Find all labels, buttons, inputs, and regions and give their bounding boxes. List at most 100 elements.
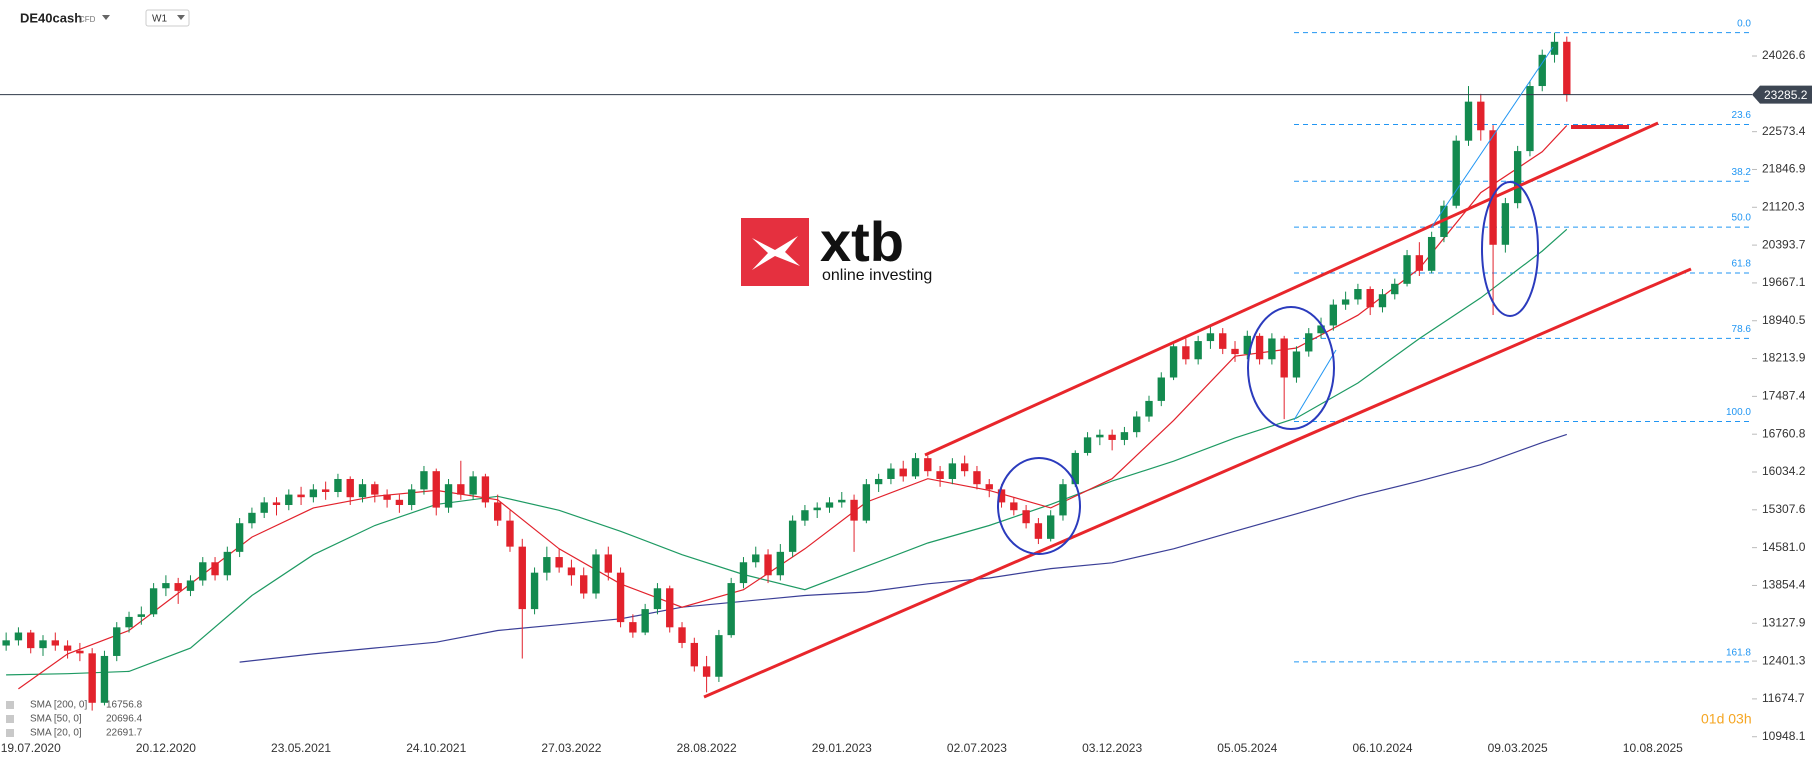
candle-body bbox=[1415, 255, 1424, 271]
candle-body bbox=[752, 554, 760, 563]
candle-body bbox=[272, 502, 281, 506]
candle-body bbox=[481, 476, 490, 503]
x-tick-label: 19.07.2020 bbox=[1, 741, 61, 755]
x-tick-label: 28.08.2022 bbox=[677, 741, 737, 755]
candle-body bbox=[1305, 333, 1313, 352]
x-tick-label: 09.03.2025 bbox=[1488, 741, 1548, 755]
candle-body bbox=[469, 476, 477, 495]
candle-body bbox=[1464, 101, 1473, 141]
candle-body bbox=[1243, 335, 1251, 355]
candle-body bbox=[88, 653, 96, 703]
candle-body bbox=[727, 583, 735, 636]
candle-body bbox=[494, 502, 502, 521]
candle-body bbox=[1550, 41, 1559, 55]
fib-label: 100.0 bbox=[1726, 407, 1751, 418]
timeframe-box[interactable] bbox=[145, 9, 190, 27]
candle-body bbox=[1047, 515, 1055, 539]
candle-body bbox=[100, 655, 109, 703]
y-tick-label: 21846.9 bbox=[1762, 162, 1806, 176]
candle-body bbox=[186, 580, 195, 591]
y-tick-label: 13127.9 bbox=[1762, 615, 1806, 629]
candle-body bbox=[1538, 54, 1546, 87]
legend-name: SMA [50, 0] bbox=[30, 714, 82, 725]
candle-body bbox=[1022, 510, 1030, 524]
symbol[interactable]: DE40cash bbox=[20, 10, 82, 25]
y-tick-label: 16034.2 bbox=[1762, 464, 1806, 478]
y-tick-label: 19667.1 bbox=[1762, 275, 1806, 289]
candle-body bbox=[1292, 351, 1301, 378]
candle-body bbox=[739, 562, 748, 584]
candle-body bbox=[1403, 255, 1411, 284]
legend-icon bbox=[6, 701, 14, 709]
candle-body bbox=[407, 489, 416, 506]
price-label: 23285.2 bbox=[1764, 88, 1808, 102]
candle-body bbox=[1206, 333, 1215, 342]
y-tick-label: 16760.8 bbox=[1762, 426, 1806, 440]
candle-body bbox=[371, 484, 379, 495]
candle-body bbox=[960, 463, 969, 472]
legend-name: SMA [20, 0] bbox=[30, 728, 82, 739]
sma-line bbox=[6, 228, 1568, 676]
candle-body bbox=[1391, 283, 1399, 295]
candle-body bbox=[666, 588, 674, 628]
timeframe[interactable]: W1 bbox=[152, 14, 167, 25]
fib-label: 161.8 bbox=[1726, 647, 1751, 658]
candle-body bbox=[285, 494, 293, 506]
candle-body bbox=[1108, 434, 1116, 440]
candle-body bbox=[1563, 41, 1571, 95]
candle-body bbox=[383, 494, 391, 500]
legend-name: SMA [200, 0] bbox=[30, 700, 87, 711]
candle-body bbox=[27, 632, 35, 649]
countdown: 01d 03h bbox=[1701, 711, 1752, 727]
candle-body bbox=[899, 468, 907, 477]
x-tick-label: 27.03.2022 bbox=[541, 741, 601, 755]
y-tick-label: 15307.6 bbox=[1762, 502, 1806, 516]
symbol-badge: CFD bbox=[79, 15, 96, 24]
candle-body bbox=[874, 478, 883, 485]
candle-body bbox=[63, 645, 72, 651]
candle-body bbox=[1366, 289, 1374, 308]
dropdown-arrow[interactable] bbox=[102, 15, 110, 20]
candle-body bbox=[174, 583, 182, 591]
candle-body bbox=[113, 627, 121, 656]
candle-body bbox=[137, 614, 146, 617]
dropdown-arrow[interactable] bbox=[177, 15, 185, 20]
fib-label: 50.0 bbox=[1732, 213, 1752, 224]
candle-body bbox=[1219, 333, 1227, 349]
candle-body bbox=[1427, 236, 1436, 271]
x-tick-label: 06.10.2024 bbox=[1352, 741, 1412, 755]
candle-body bbox=[248, 512, 256, 524]
candle-body bbox=[604, 554, 612, 573]
logo-icon bbox=[752, 236, 800, 270]
highlight-ellipse bbox=[1247, 306, 1335, 430]
candle-body bbox=[334, 478, 342, 492]
candle-body bbox=[1096, 434, 1104, 438]
candle-body bbox=[457, 484, 465, 495]
candle-body bbox=[715, 635, 723, 677]
candle-body bbox=[924, 458, 932, 472]
candle-body bbox=[76, 650, 84, 654]
y-tick-label: 11674.7 bbox=[1762, 691, 1805, 705]
fib-trend bbox=[1293, 349, 1337, 421]
candle-body bbox=[948, 463, 957, 479]
candle-body bbox=[1255, 335, 1264, 360]
y-tick-label: 20393.7 bbox=[1762, 237, 1806, 251]
candle-body bbox=[543, 557, 551, 573]
sma-line bbox=[239, 433, 1567, 663]
highlight-ellipse bbox=[1481, 181, 1539, 317]
candle-body bbox=[580, 575, 588, 594]
y-tick-label: 21120.3 bbox=[1762, 199, 1805, 213]
candle-body bbox=[764, 554, 772, 576]
candle-body bbox=[309, 489, 318, 498]
candle-body bbox=[985, 484, 993, 490]
candle-body bbox=[260, 502, 268, 513]
candle-body bbox=[223, 551, 232, 576]
sma-line bbox=[18, 125, 1568, 690]
candle-body bbox=[1329, 304, 1338, 326]
y-tick-label: 10948.1 bbox=[1762, 729, 1806, 743]
candle-body bbox=[39, 640, 47, 649]
plot: 24026.6 22573.4 21846.9 21120.3 20393.7 19667… bbox=[0, 18, 1812, 755]
candle-body bbox=[235, 523, 244, 552]
candle-body bbox=[432, 471, 440, 508]
candle-body bbox=[1354, 289, 1362, 300]
